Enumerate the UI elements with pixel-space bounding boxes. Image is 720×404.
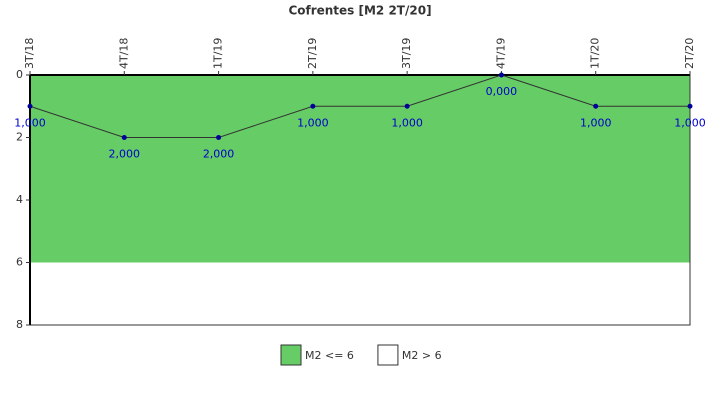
y-tick-label: 0 xyxy=(16,68,23,81)
band xyxy=(30,262,690,325)
data-point xyxy=(687,103,693,109)
x-tick-label: 2T/19 xyxy=(306,38,319,69)
data-label: 1,000 xyxy=(14,116,46,129)
y-tick-label: 6 xyxy=(16,256,23,269)
legend-label: M2 <= 6 xyxy=(305,349,354,362)
series-line xyxy=(29,74,690,138)
data-point xyxy=(121,135,127,140)
data-point xyxy=(593,103,599,109)
data-label: 1,000 xyxy=(580,116,612,129)
legend-swatch xyxy=(280,344,302,366)
data-label: 1,000 xyxy=(297,116,329,129)
y-tick-label: 4 xyxy=(16,193,23,206)
legend-swatch xyxy=(377,344,399,366)
y-tick-label: 8 xyxy=(16,318,23,331)
data-point xyxy=(216,135,222,140)
band xyxy=(30,75,690,263)
x-tick-label: 4T/19 xyxy=(494,38,507,69)
y-tick-label: 2 xyxy=(16,131,23,144)
x-tick-label: 4T/18 xyxy=(117,38,130,69)
x-tick-label: 3T/18 xyxy=(23,38,36,69)
x-tick-label: 1T/20 xyxy=(589,38,602,69)
x-tick-label: 1T/19 xyxy=(212,38,225,69)
data-label: 0,000 xyxy=(486,85,518,98)
data-point xyxy=(498,72,504,78)
data-label: 1,000 xyxy=(674,116,706,129)
data-point xyxy=(404,103,410,109)
data-label: 2,000 xyxy=(109,148,141,161)
data-point xyxy=(27,103,33,109)
data-point xyxy=(310,103,316,109)
x-tick-label: 2T/20 xyxy=(683,38,696,69)
x-tick-label: 3T/19 xyxy=(400,38,413,69)
data-label: 1,000 xyxy=(391,116,423,129)
chart-title: Cofrentes [M2 2T/20] xyxy=(288,4,431,18)
data-label: 2,000 xyxy=(203,148,235,161)
legend-label: M2 > 6 xyxy=(402,349,442,362)
